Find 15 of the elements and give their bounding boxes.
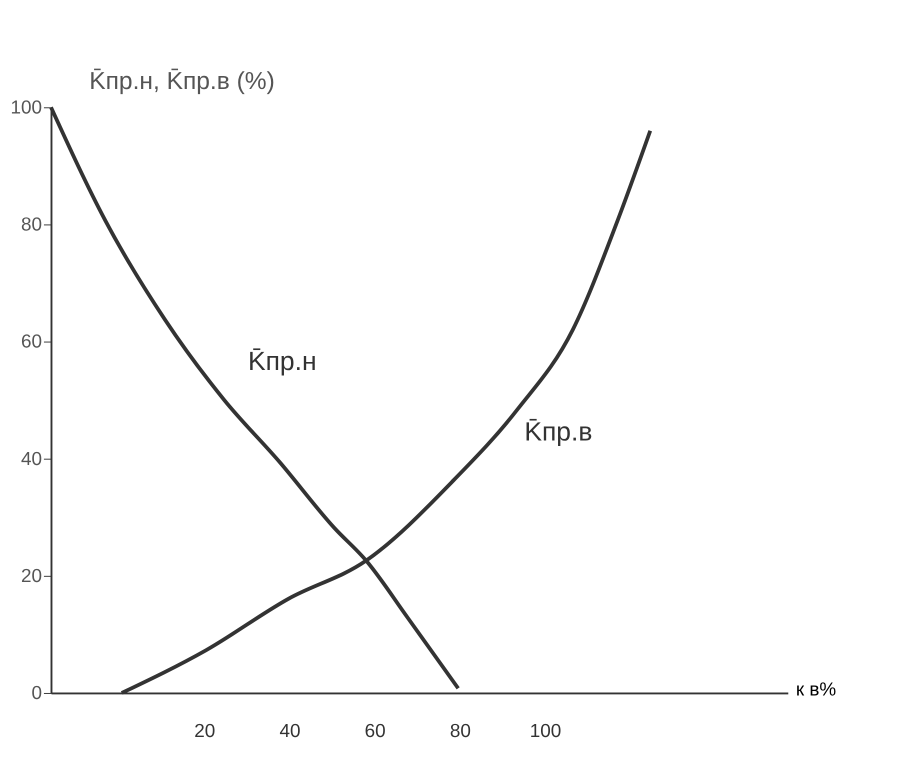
y-tick-label: 40 xyxy=(21,448,42,470)
x-tick-label: 20 xyxy=(194,720,216,742)
y-tick-label: 80 xyxy=(21,214,42,236)
x-tick-label: 40 xyxy=(279,720,300,742)
x-axis-title: к в% xyxy=(796,679,836,700)
x-tick-label: 100 xyxy=(530,720,562,742)
series-label: K̄пр.в xyxy=(524,416,592,447)
y-tick-label: 60 xyxy=(21,332,42,353)
series-label: K̄пр.н xyxy=(248,346,317,376)
y-tick-label: 0 xyxy=(32,683,42,704)
y-tick-label: 100 xyxy=(10,97,42,118)
x-tick-label: 80 xyxy=(450,720,471,742)
y-axis-title: K̄пр.н, K̄пр.в (%) xyxy=(89,68,275,95)
x-tick-label: 60 xyxy=(364,720,386,742)
y-tick-label: 20 xyxy=(21,566,42,587)
